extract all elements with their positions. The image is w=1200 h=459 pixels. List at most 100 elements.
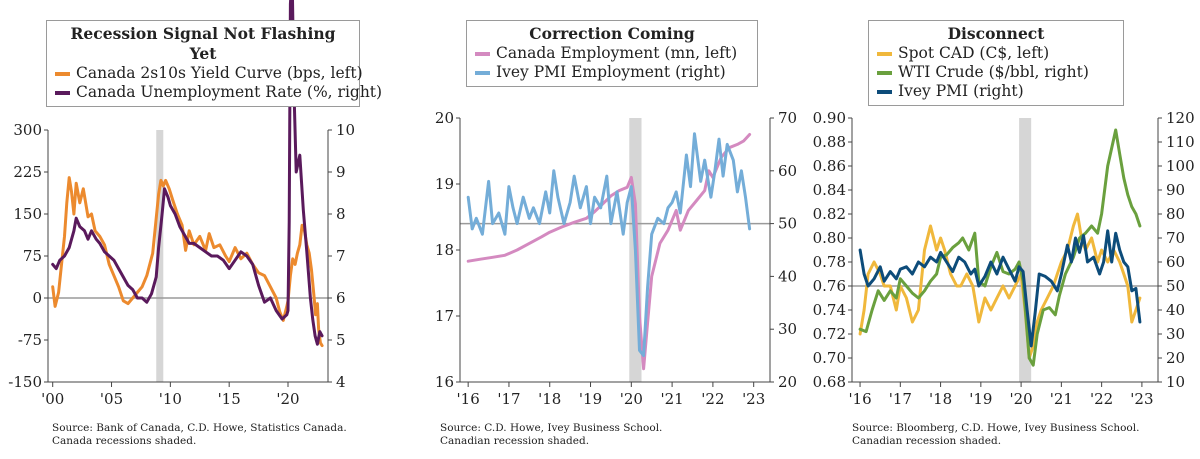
series-line-cad	[858, 212, 1142, 360]
legend-box-3: Disconnect Spot CAD (C$, left) WTI Crude…	[868, 20, 1124, 106]
chart-title-1: Recession Signal Not Flashing Yet	[70, 24, 336, 63]
legend-label-unemployment: Canada Unemployment Rate (%, right)	[76, 83, 383, 101]
chart-title-2: Correction Coming	[529, 24, 695, 43]
source-line-1b: Canada recessions shaded.	[52, 435, 197, 447]
series-line-ur	[51, 0, 324, 346]
right-tick-label: 10	[1166, 373, 1185, 391]
left-tick-label: 300	[13, 121, 42, 139]
legend-label-ivey-pmi: Ivey PMI (right)	[898, 82, 1024, 100]
left-tick-label: 0.74	[813, 301, 846, 319]
left-tick-label: 0.80	[813, 229, 846, 247]
x-tick-label: '10	[159, 390, 182, 408]
x-tick-label: '21	[660, 390, 683, 408]
legend-swatch-wti	[877, 70, 892, 75]
right-tick-label: 70	[778, 109, 797, 127]
right-tick-label: 120	[1166, 109, 1195, 127]
recession-band	[156, 130, 164, 382]
left-tick-label: 16	[435, 373, 454, 391]
legend-swatch-ivey-pmi	[877, 89, 892, 94]
x-tick-label: '05	[100, 390, 123, 408]
left-tick-label: 0.78	[813, 253, 846, 271]
source-note-2: Source: C.D. Howe, Ivey Business School.…	[440, 422, 662, 448]
left-tick-label: 0.90	[813, 109, 846, 127]
left-tick-label: 19	[435, 175, 454, 193]
right-tick-label: 20	[778, 373, 797, 391]
right-tick-label: 70	[1166, 229, 1185, 247]
x-tick-label: '16	[848, 390, 871, 408]
right-tick-label: 10	[336, 121, 355, 139]
x-tick-label: '19	[969, 390, 992, 408]
x-tick-label: '22	[1090, 390, 1113, 408]
left-tick-label: 0.68	[813, 373, 846, 391]
left-tick-label: 0.70	[813, 349, 846, 367]
left-tick-label: 225	[13, 163, 42, 181]
right-tick-label: 50	[1166, 277, 1185, 295]
source-line-3b: Canadian recession shaded.	[852, 435, 1002, 447]
legend-box-2: Correction Coming Canada Employment (mn,…	[466, 20, 758, 87]
legend-label-yield-curve: Canada 2s10s Yield Curve (bps, left)	[76, 64, 363, 82]
right-tick-label: 9	[336, 163, 346, 181]
chart-panel-2: 16 17 18 19 20 20 30 40 50 60 70 '16 '17 '18 '19 '20 '21…	[400, 0, 800, 459]
right-tick-label: 6	[336, 289, 346, 307]
right-tick-label: 30	[778, 320, 797, 338]
x-tick-label: '17	[497, 390, 520, 408]
legend-label-wti: WTI Crude ($/bbl, right)	[898, 63, 1089, 81]
right-tick-label: 40	[1166, 301, 1185, 319]
legend-item-wti: WTI Crude ($/bbl, right)	[877, 63, 1115, 82]
x-tick-label: '20	[620, 390, 643, 408]
legend-item-yield-curve: Canada 2s10s Yield Curve (bps, left)	[55, 64, 363, 83]
legend-item-ivey-pmi: Ivey PMI (right)	[877, 82, 1115, 101]
x-tick-label: '21	[1050, 390, 1073, 408]
legend-label-employment: Canada Employment (mn, left)	[496, 44, 738, 62]
source-line-2b: Canadian recession shaded.	[440, 435, 590, 447]
x-tick-label: '00	[41, 390, 64, 408]
left-tick-label: -150	[8, 373, 42, 391]
left-tick-label: -75	[18, 331, 42, 349]
x-tick-label: '17	[889, 390, 912, 408]
right-tick-label: 80	[1166, 205, 1185, 223]
right-tick-label: 5	[336, 331, 346, 349]
right-tick-label: 20	[1166, 349, 1185, 367]
right-tick-label: 60	[1166, 253, 1185, 271]
right-tick-label: 110	[1166, 133, 1195, 151]
x-tick-label: '19	[579, 390, 602, 408]
left-tick-label: 0.82	[813, 205, 846, 223]
right-tick-label: 90	[1166, 181, 1185, 199]
x-tick-label: '18	[538, 390, 561, 408]
legend-label-spot-cad: Spot CAD (C$, left)	[898, 44, 1050, 62]
left-tick-label: 20	[435, 109, 454, 127]
source-line-3a: Source: Bloomberg, C.D. Howe, Ivey Busin…	[852, 422, 1140, 434]
right-tick-label: 4	[336, 373, 346, 391]
legend-item-employment: Canada Employment (mn, left)	[475, 44, 749, 63]
x-tick-label: '23	[1130, 390, 1153, 408]
left-tick-label: 75	[23, 247, 42, 265]
right-tick-label: 60	[778, 162, 797, 180]
series-line-yc	[51, 176, 324, 348]
chart-panel-3: 0.68 0.70 0.72 0.74 0.76 0.78 0.80 0.82 0.84 0.86…	[800, 0, 1200, 459]
legend-box-1: Recession Signal Not Flashing Yet Canada…	[46, 20, 382, 107]
series-line-emp	[466, 133, 752, 371]
chart-panel-1: -150 -75 0 75 150 225 300 4 5 6 7 8 9 10 '00 '05 '10 '15 '…	[0, 0, 400, 459]
right-tick-label: 50	[778, 215, 797, 233]
legend-swatch-employment	[475, 51, 490, 56]
source-note-1: Source: Bank of Canada, C.D. Howe, Stati…	[52, 422, 347, 448]
right-tick-label: 100	[1166, 157, 1195, 175]
legend-item-spot-cad: Spot CAD (C$, left)	[877, 44, 1115, 63]
x-tick-label: '20	[276, 390, 299, 408]
chart-plot-1: -150 -75 0 75 150 225 300 4 5 6 7 8 9 10 '00 '05 '10 '15 '…	[8, 0, 355, 408]
series-line-ivey	[858, 229, 1142, 348]
x-tick-label: '23	[742, 390, 765, 408]
legend-item-ivey-pmi-employment: Ivey PMI Employment (right)	[475, 63, 749, 82]
left-tick-label: 150	[13, 205, 42, 223]
x-tick-label: '16	[457, 390, 480, 408]
legend-swatch-ivey-pmi-employment	[475, 70, 490, 75]
source-line-2a: Source: C.D. Howe, Ivey Business School.	[440, 422, 663, 434]
x-tick-label: '22	[701, 390, 724, 408]
left-tick-label: 18	[435, 241, 454, 259]
source-note-3: Source: Bloomberg, C.D. Howe, Ivey Busin…	[852, 422, 1139, 448]
right-tick-label: 7	[336, 247, 346, 265]
left-tick-label: 0.88	[813, 133, 846, 151]
right-tick-label: 30	[1166, 325, 1185, 343]
left-tick-label: 0.86	[813, 157, 846, 175]
left-tick-label: 0	[32, 289, 42, 307]
